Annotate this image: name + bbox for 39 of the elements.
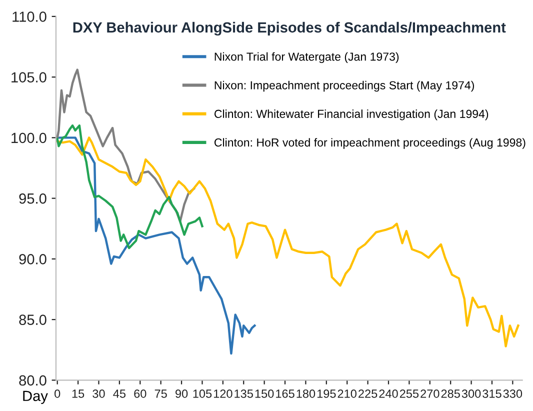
x-tick-label: 15 [72,390,84,398]
x-tick-label: 30 [92,390,105,398]
legend-label: Nixon Trial for Watergate (Jan 1973) [214,52,399,64]
x-tick-label: 180 [296,390,316,398]
legend-label: Clinton: HoR voted for impeachment proceedings (Aug 1998) [214,138,526,149]
x-tick-label: 210 [338,390,356,398]
y-tick-label: 105.0 [12,72,46,82]
x-tick-label: 270 [420,390,440,398]
y-tick-label: 100.0 [12,132,46,144]
x-tick-label: 165 [276,390,294,398]
x-tick-label: 75 [154,390,167,398]
x-tick-label: 300 [462,390,481,398]
line-series [56,68,196,222]
x-tick-label: 330 [503,390,522,398]
x-tick-label: 225 [358,390,378,398]
line-series [56,124,204,250]
legend-label: Clinton: Whitewater Financial investigation (Jan 1994) [214,110,488,120]
y-tick-label: 90.0 [19,254,46,264]
x-tick-label: 135 [234,390,253,398]
x-tick-label: 105 [193,390,212,398]
x-tick-label: 315 [482,390,502,398]
x-axis-title: Day [23,390,48,404]
y-tick-label: 80.0 [19,375,46,386]
x-tick-label: 285 [441,390,460,398]
x-tick-label: 120 [214,390,232,398]
x-tick-label: 45 [113,390,126,398]
x-tick-label: 150 [255,390,274,398]
y-tick-label: 110.0 [12,12,46,22]
y-tick-label: 95.0 [19,193,46,204]
x-tick-label: 240 [379,390,398,398]
x-tick-label: 60 [134,390,146,398]
chart-title: DXY Behaviour AlongSide Episodes of Scandals/Impeachment [73,22,506,36]
x-tick-label: 90 [176,390,188,398]
x-tick-label: 255 [400,390,419,398]
y-tick-label: 85.0 [19,314,46,325]
legend-label: Nixon: Impeachment proceedings Start (May 1974) [214,80,474,92]
x-tick-label: 0 [54,390,60,398]
line-series [56,136,256,355]
x-tick-label: 195 [317,390,336,398]
